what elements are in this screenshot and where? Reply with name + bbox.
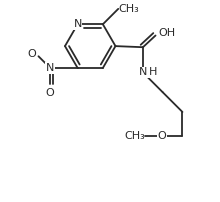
Text: O: O (157, 131, 166, 141)
Text: CH₃: CH₃ (124, 131, 145, 141)
Text: H: H (148, 67, 157, 77)
Text: O: O (27, 49, 36, 59)
Text: N: N (46, 63, 54, 73)
Text: CH₃: CH₃ (118, 4, 139, 14)
Text: OH: OH (158, 28, 175, 38)
Text: N: N (73, 19, 82, 29)
Text: O: O (46, 88, 55, 98)
Text: N: N (139, 67, 147, 77)
